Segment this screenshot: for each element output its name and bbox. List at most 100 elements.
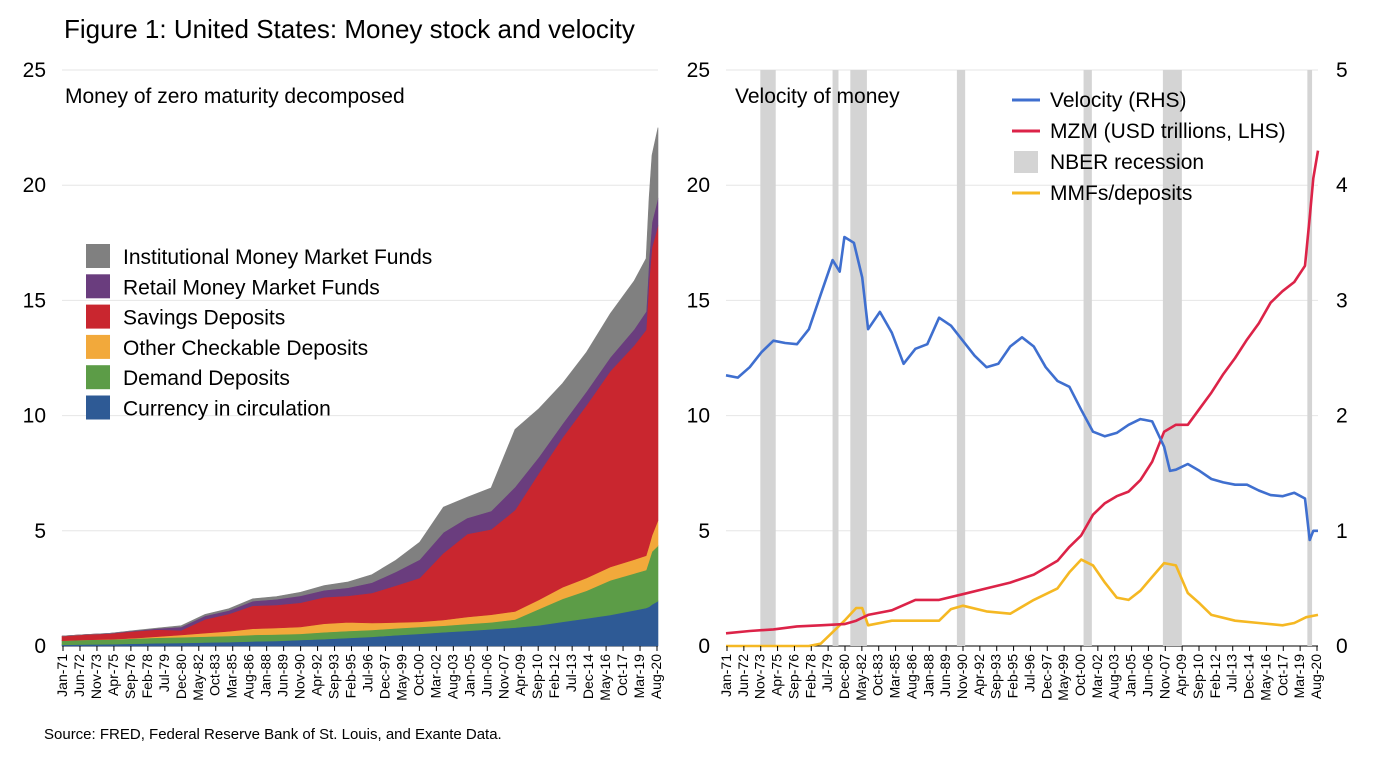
right-x-tick-label: May-82 <box>853 654 869 701</box>
left-x-tick-label: Jan-05 <box>461 654 477 697</box>
right-x-tick-label: Aug-86 <box>903 654 919 699</box>
right-x-tick-label: Apr-09 <box>1173 654 1189 696</box>
legend-item-nber-recession: NBER recession <box>1014 151 1204 174</box>
legend-item-demand-deposits: Demand Deposits <box>86 365 290 390</box>
right-panel-right-y-tick-label: 5 <box>1336 59 1348 82</box>
right-x-tick-label: Jan-88 <box>920 654 936 697</box>
right-x-tick-label: Oct-17 <box>1274 654 1290 696</box>
area-institutional-money-market-funds <box>61 127 659 637</box>
recession-band <box>832 70 839 646</box>
stacked-areas <box>61 127 659 647</box>
right-x-tick-label: May-99 <box>1055 654 1071 701</box>
left-x-tick-label: Mar-19 <box>631 654 647 699</box>
right-panel-left-y-tick-label: 0 <box>698 635 710 658</box>
left-x-tick-label: Oct-17 <box>614 654 630 696</box>
right-x-tick-label: Feb-12 <box>1207 654 1223 699</box>
legend-label: Currency in circulation <box>123 398 331 421</box>
legend-box-swatch <box>1014 151 1038 173</box>
recession-band <box>850 70 867 646</box>
right-x-tick-labels: Jan-71 Jun-72 Nov-73 Apr-75 Sep-76 Feb-78 Jul-… <box>718 646 1324 701</box>
figure-title: Figure 1: United States: Money stock and… <box>64 14 635 44</box>
right-x-tick-label: May-16 <box>1257 654 1273 701</box>
legend-label: Other Checkable Deposits <box>123 337 368 360</box>
right-x-tick-label: Jun-89 <box>937 654 953 697</box>
recession-band <box>1307 70 1313 646</box>
left-x-tick-label: Mar-85 <box>224 654 240 699</box>
left-legend: Institutional Money Market Funds Retail M… <box>86 244 432 421</box>
left-x-tick-label: Apr-09 <box>512 654 528 696</box>
series-lines <box>725 150 1320 648</box>
left-x-tick-label: Aug-86 <box>241 654 257 699</box>
left-y-tick-label: 25 <box>23 59 46 82</box>
left-x-tick-label: Dec-80 <box>173 654 189 699</box>
legend-label: Institutional Money Market Funds <box>123 246 432 269</box>
left-x-tick-label: Apr-92 <box>309 654 325 696</box>
line-mmfs-deposits <box>726 558 1319 648</box>
right-legend: Velocity (RHS) MZM (USD trillions, LHS) NB… <box>1012 89 1286 205</box>
legend-label: MZM (USD trillions, LHS) <box>1050 120 1286 143</box>
right-panel-right-y-tick-label: 1 <box>1336 520 1348 543</box>
legend-swatch <box>86 244 110 268</box>
legend-swatch <box>86 334 110 359</box>
right-panel-left-y-tick-label: 5 <box>698 520 710 543</box>
left-y-tick-label: 10 <box>23 405 46 428</box>
left-x-tick-label: Nov-73 <box>88 654 104 699</box>
right-x-tick-label: Nov-07 <box>1156 654 1172 699</box>
right-panel-subtitle: Velocity of money <box>735 85 900 108</box>
left-x-tick-label: Jul-96 <box>359 654 375 692</box>
right-gridlines <box>726 69 1318 647</box>
right-x-tick-label: Dec-80 <box>836 654 852 699</box>
right-x-tick-label: Feb-78 <box>802 654 818 699</box>
left-x-tick-label: Jul-13 <box>563 654 579 692</box>
left-x-tick-label: Sep-93 <box>326 654 342 699</box>
right-x-tick-label: Mar-85 <box>887 654 903 699</box>
left-x-tick-label: Feb-78 <box>139 654 155 699</box>
right-panel-left-y-tick-label: 10 <box>687 405 710 428</box>
right-panel-right-y-tick-label: 2 <box>1336 405 1348 428</box>
left-x-tick-label: Dec-97 <box>376 654 392 699</box>
right-panel-right-y-tick-label: 4 <box>1336 174 1348 197</box>
right-panel-right-y-tick-label: 3 <box>1336 289 1348 312</box>
legend-item-mmfs-deposits: MMFs/deposits <box>1012 182 1192 205</box>
left-x-tick-label: Oct-00 <box>410 654 426 696</box>
right-x-tick-label: Oct-00 <box>1072 654 1088 696</box>
right-x-tick-label: Mar-19 <box>1291 654 1307 699</box>
source-note: Source: FRED, Federal Reserve Bank of St… <box>44 726 502 743</box>
right-x-tick-label: Jan-71 <box>718 654 734 697</box>
right-x-tick-label: Aug-03 <box>1106 654 1122 699</box>
line-mzm-usd-trillions-lhs <box>725 150 1320 635</box>
left-x-tick-label: Dec-14 <box>580 654 596 699</box>
recession-band <box>956 70 966 646</box>
recession-band <box>760 70 776 646</box>
legend-item-retail-money-market-funds: Retail Money Market Funds <box>86 274 380 299</box>
legend-swatch <box>86 365 110 390</box>
left-x-tick-label: Jun-06 <box>478 654 494 697</box>
left-x-tick-labels: Jan-71 Jun-72 Nov-73 Apr-75 Sep-76 Feb-78 Jul-… <box>54 646 664 701</box>
left-y-tick-label: 15 <box>23 289 46 312</box>
left-y-tick-labels: 0 5 10 15 20 25 <box>23 59 46 658</box>
recession-band <box>1083 70 1092 646</box>
legend-label: NBER recession <box>1050 151 1204 174</box>
left-x-tick-label: Jun-72 <box>71 654 87 697</box>
left-y-tick-label: 0 <box>34 635 46 658</box>
right-x-tick-label: Feb-95 <box>1005 654 1021 699</box>
right-x-tick-label: Sep-10 <box>1190 654 1206 699</box>
right-x-tick-label: Aug-20 <box>1308 654 1324 699</box>
legend-label: Demand Deposits <box>123 367 290 390</box>
right-x-tick-label: Sep-93 <box>988 654 1004 699</box>
recession-band <box>1162 70 1182 646</box>
legend-item-savings-deposits: Savings Deposits <box>86 304 285 330</box>
legend-label: Savings Deposits <box>123 307 285 330</box>
left-x-tick-label: Mar-02 <box>427 654 443 699</box>
left-x-tick-label: Feb-12 <box>546 654 562 699</box>
left-x-tick-label: May-16 <box>597 654 613 701</box>
left-x-tick-label: May-99 <box>393 654 409 701</box>
right-x-tick-label: Dec-97 <box>1038 654 1054 699</box>
legend-item-other-checkable-deposits: Other Checkable Deposits <box>86 334 368 360</box>
right-x-tick-label: Jul-79 <box>819 654 835 692</box>
left-x-tick-label: Jun-89 <box>275 654 291 697</box>
right-x-tick-label: Jun-06 <box>1139 654 1155 697</box>
left-x-tick-label: Oct-83 <box>207 654 223 696</box>
right-x-tick-label: Apr-92 <box>971 654 987 696</box>
right-x-tick-label: Jun-72 <box>735 654 751 697</box>
